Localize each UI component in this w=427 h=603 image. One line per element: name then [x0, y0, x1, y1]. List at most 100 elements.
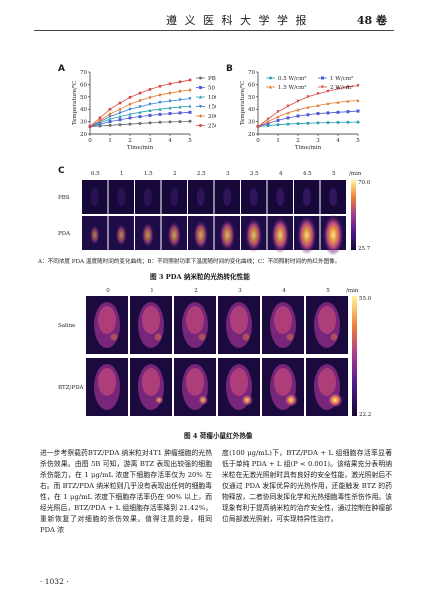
row-label-btz: BTZ/PDA	[58, 385, 84, 391]
mouse-core	[142, 306, 160, 334]
data-point	[168, 106, 172, 110]
data-point	[356, 98, 360, 103]
colorbar	[351, 180, 356, 250]
data-point	[98, 118, 102, 123]
data-point	[276, 123, 280, 127]
data-point	[336, 110, 340, 114]
data-point	[316, 112, 320, 116]
thermal-spot-pbs	[143, 188, 152, 206]
data-point	[108, 117, 112, 121]
data-point	[168, 99, 172, 103]
mouse-core	[230, 306, 248, 334]
mouse-thermal-grid: 0 1 2 3 4 5/min Saline BTZ/PDA 55.0 22.2	[58, 288, 372, 418]
data-point	[326, 121, 330, 125]
y-tick-label: 30	[80, 120, 87, 126]
time-unit-label: /min	[349, 171, 362, 177]
data-point	[158, 100, 162, 105]
tumor-hotspot	[327, 392, 343, 408]
data-point	[266, 121, 270, 125]
thermal-spot-pda	[141, 222, 154, 248]
data-point	[138, 105, 142, 109]
data-point	[108, 107, 112, 111]
chart-temperature-vs-concentration: 20 30 40 50 60 70 0 1 2 3 4 5 Time/min Temperature/℃ P…	[71, 70, 216, 151]
mouse-core	[274, 306, 292, 334]
data-point	[286, 116, 290, 120]
data-point	[138, 91, 142, 95]
figure3-caption: A：不同浓度 PDA 温度随时间的变化曲线；B：不同照射功率下温度随时间的变化曲…	[38, 259, 341, 265]
time-label: 3	[226, 171, 230, 177]
x-tick-label: 0	[88, 138, 92, 144]
data-point	[148, 108, 152, 112]
y-tick-label: 20	[80, 132, 87, 138]
time-label: 3.5	[250, 171, 259, 177]
time-label: 5	[332, 171, 336, 177]
data-point	[256, 125, 260, 129]
data-point	[188, 87, 192, 92]
thermal-spot-pbs	[276, 188, 285, 206]
thermal-spot-pbs	[117, 188, 126, 206]
colorbar-min: 25.7	[358, 246, 371, 252]
data-point	[128, 107, 132, 111]
data-point	[168, 91, 172, 96]
tumor-spot	[110, 333, 118, 341]
thermal-spot-pbs	[329, 188, 338, 206]
data-point	[118, 123, 122, 127]
data-point	[276, 118, 280, 122]
tumor-spot	[198, 333, 206, 341]
data-point	[178, 89, 182, 94]
thermal-spot-pda	[193, 220, 209, 250]
journal-title: 遵 义 医 科 大 学 学 报	[166, 14, 309, 27]
x-tick-label: 1	[276, 138, 280, 144]
tumor-spot	[154, 333, 162, 341]
data-point	[188, 97, 192, 101]
thermal-image-strip: 0.5 1 1.5 2 2.5 3 3.5 4 4.5 5/min PBS PDA 70.0 25.7	[58, 171, 371, 256]
x-tick-label: 2	[128, 138, 132, 144]
colorbar-max: 70.0	[358, 180, 371, 186]
data-point	[286, 111, 290, 115]
data-point	[188, 104, 192, 108]
x-tick-label: 5	[356, 138, 360, 144]
y-tick-label: 40	[248, 107, 255, 113]
time-label: 1	[120, 171, 124, 177]
data-point	[128, 122, 132, 126]
time-label: 1.5	[144, 171, 153, 177]
data-point	[148, 121, 152, 125]
time-label: 1	[150, 288, 154, 294]
y-tick-label: 50	[80, 95, 87, 101]
tumor-spot	[242, 333, 250, 341]
legend-label: 200	[208, 114, 216, 120]
tumor-hotspot	[240, 393, 254, 407]
data-point	[306, 105, 310, 109]
tumor-hotspot	[283, 392, 299, 408]
x-axis-label: Time/min	[295, 145, 322, 151]
data-point	[158, 112, 162, 116]
thermal-spot-pbs	[302, 188, 311, 206]
x-tick-label: 3	[316, 138, 320, 144]
data-point	[148, 113, 152, 117]
data-point	[108, 120, 112, 124]
mouse-core	[98, 368, 116, 396]
thermal-spot-pbs	[90, 188, 99, 206]
data-point	[118, 118, 122, 122]
time-label: 4.5	[303, 171, 312, 177]
data-point	[178, 98, 182, 102]
data-point	[118, 107, 122, 112]
data-point	[306, 121, 310, 125]
time-label: 5	[326, 288, 330, 294]
thermal-spot-pda	[167, 221, 182, 249]
y-tick-label: 70	[80, 70, 87, 76]
data-point	[138, 121, 142, 125]
mouse-core	[186, 368, 204, 396]
thermal-spot-pda	[245, 217, 263, 253]
data-point	[158, 92, 162, 97]
data-point	[326, 101, 330, 106]
data-point	[316, 121, 320, 125]
legend-label: 0.5 W/cm²	[278, 75, 307, 82]
y-tick-label: 50	[248, 95, 255, 101]
data-point	[118, 114, 122, 119]
data-point	[316, 92, 320, 96]
data-point	[326, 111, 330, 115]
thermal-spot-pda	[115, 223, 127, 247]
time-label: 2	[173, 171, 177, 177]
legend-label: 1.5 W/cm²	[278, 84, 307, 91]
